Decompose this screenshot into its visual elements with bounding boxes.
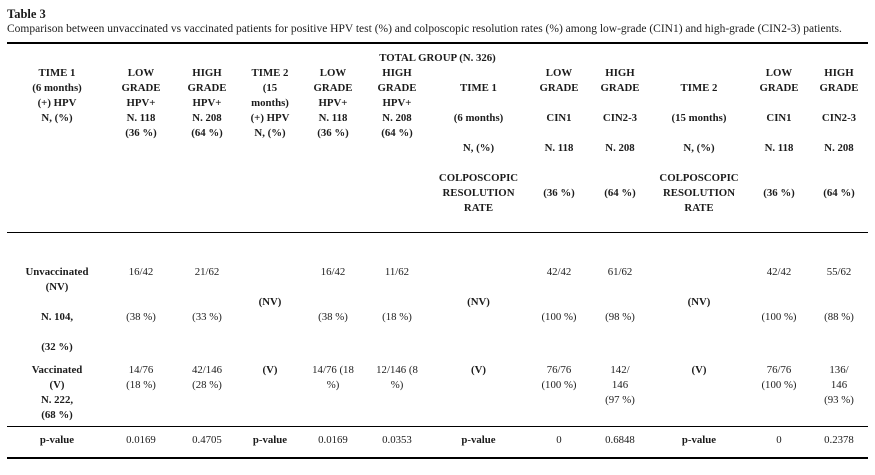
vax-t1-high-grade-hpv: 42/146 (28 %) [192,363,222,391]
vaccinated-row-label: Vaccinated (V) N. 222, (68 %) [31,363,83,421]
unvax-t2-resolution-label: (NV) [687,295,711,308]
header-time2-high-grade-hpv: HIGH GRADE HPV+ N. 208 (64 %) [377,66,417,139]
pvalue-t1-cin1-resolution: 0 [556,433,562,446]
header-time2-low-grade-hpv: LOW GRADE HPV+ N. 118 (36 %) [313,66,353,139]
unvax-t1-high-grade-hpv: 21/62 (33 %) [192,265,222,323]
pvalue-t1-cin2-3-resolution: 0.6848 [605,433,635,446]
unvax-t2-cin2-3-resolution: 55/62 (88 %) [824,265,854,323]
vax-t2-resolution-label: (V) [691,363,707,376]
unvax-t1-cin1-resolution: 42/42 (100 %) [541,265,577,323]
pvalue-label-t1-hpv: p-value [39,433,75,446]
row-pvalue: p-value 0.0169 0.4705 p-value 0.0169 0.0… [7,433,868,448]
header-time2-hpv: TIME 2 (15 months) (+) HPV N, (%) [250,66,290,139]
row-vaccinated: Vaccinated (V) N. 222, (68 %) 14/76 (18 … [7,363,868,423]
pvalue-t2-cin1-resolution: 0 [776,433,782,446]
pvalue-top-rule [7,425,868,427]
table-header-row: TIME 1 (6 months) (+) HPV N, (%) LOW GRA… [7,66,868,216]
unvaccinated-row-label: Unvaccinated (NV) N. 104, (32 %) [25,265,89,353]
vax-t2-cin2-3-resolution: 136/ 146 (93 %) [824,363,854,406]
unvax-t2-group-label: (NV) [258,295,282,308]
header-time1-high-grade-hpv: HIGH GRADE HPV+ N. 208 (64 %) [187,66,227,139]
table-caption: Comparison between unvaccinated vs vacci… [7,23,842,35]
pvalue-t1-high-grade-hpv: 0.4705 [192,433,222,446]
pvalue-t2-low-grade-hpv: 0.0169 [318,433,348,446]
pvalue-label-t1-resolution: p-value [461,433,496,446]
table-title: Table 3 [7,7,46,21]
header-time2-low-grade-cin1: LOW GRADE CIN1 N. 118 (36 %) [759,66,799,199]
vax-t2-high-grade-hpv: 12/146 (8 %) [376,363,418,391]
vax-t2-group-label: (V) [262,363,278,376]
table-3: TOTAL GROUP (N. 326) TIME 1 (6 months) (… [7,41,868,459]
vax-t1-cin2-3-resolution: 142/ 146 (97 %) [605,363,635,406]
vax-t2-cin1-resolution: 76/76 (100 %) [761,363,797,391]
unvax-t1-resolution-label: (NV) [467,295,490,308]
unvax-t2-cin1-resolution: 42/42 (100 %) [761,265,797,323]
unvax-t1-low-grade-hpv: 16/42 (38 %) [126,265,156,323]
pvalue-t2-high-grade-hpv: 0.0353 [382,433,412,446]
spanner-total-group: TOTAL GROUP (N. 326) [379,51,496,64]
pvalue-t1-low-grade-hpv: 0.0169 [126,433,156,446]
header-time2-high-grade-cin2-3: HIGH GRADE CIN2-3 N. 208 (64 %) [819,66,859,199]
pvalue-label-t2-resolution: p-value [681,433,717,446]
header-time1-hpv: TIME 1 (6 months) (+) HPV N, (%) [32,66,82,124]
vax-t1-resolution-label: (V) [471,363,486,376]
pvalue-t2-cin2-3-resolution: 0.2378 [824,433,854,446]
header-bottom-rule [7,231,868,233]
header-time1-colposcopic-resolution: TIME 1 (6 months) N, (%) COLPOSCOPIC RES… [438,81,519,214]
header-time1-high-grade-cin2-3: HIGH GRADE CIN2-3 N. 208 (64 %) [600,66,640,199]
unvax-t2-low-grade-hpv: 16/42 (38 %) [318,265,348,323]
vax-t1-low-grade-hpv: 14/76 (18 %) [126,363,156,391]
unvax-t2-high-grade-hpv: 11/62 (18 %) [382,265,412,323]
vax-t2-low-grade-hpv: 14/76 (18 %) [312,363,354,391]
header-time2-colposcopic-resolution: TIME 2 (15 months) N, (%) COLPOSCOPIC RE… [659,81,739,214]
row-unvaccinated: Unvaccinated (NV) N. 104, (32 %) 16/42 (… [7,265,868,355]
header-time1-low-grade-cin1: LOW GRADE CIN1 N. 118 (36 %) [539,66,579,199]
header-time1-low-grade-hpv: LOW GRADE HPV+ N. 118 (36 %) [121,66,161,139]
pvalue-label-t2-hpv: p-value [252,433,288,446]
unvax-t1-cin2-3-resolution: 61/62 (98 %) [605,265,635,323]
vax-t1-cin1-resolution: 76/76 (100 %) [541,363,577,391]
